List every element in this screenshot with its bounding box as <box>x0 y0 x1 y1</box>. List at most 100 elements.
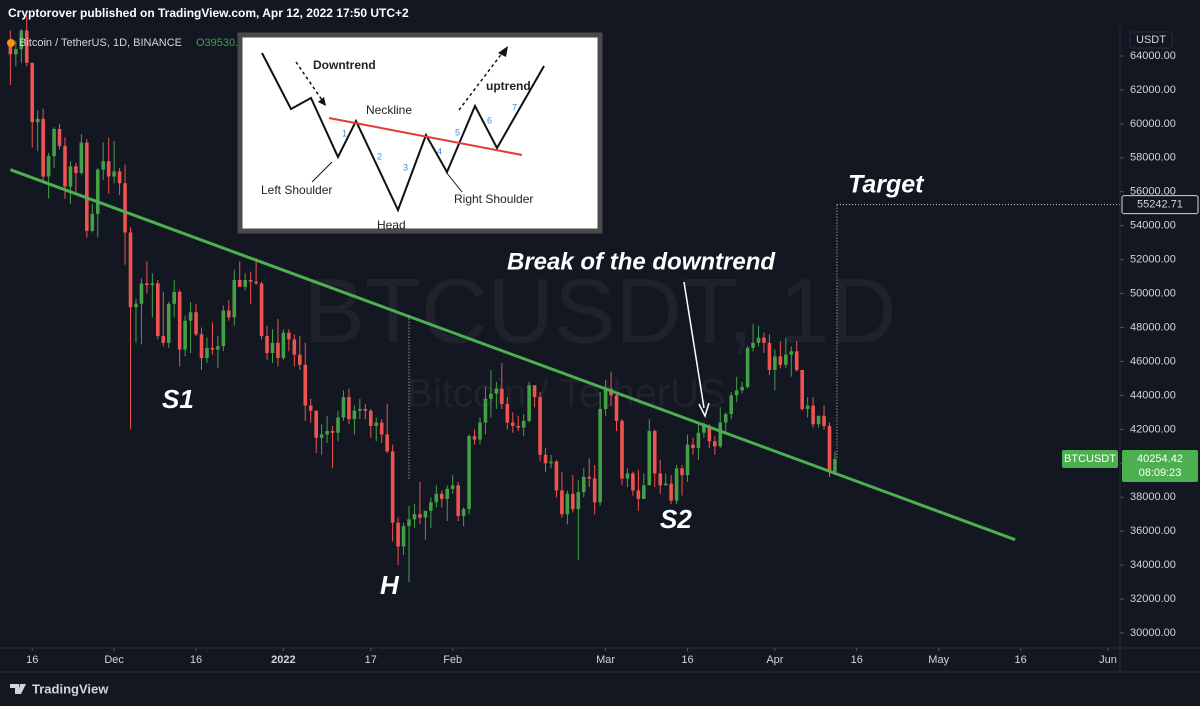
candle-body <box>227 310 231 318</box>
break-arrow <box>683 281 705 409</box>
candle-body <box>401 526 406 547</box>
candle-body <box>237 280 242 287</box>
candle-body <box>745 347 750 387</box>
candle-body <box>188 312 193 321</box>
candle-body <box>467 436 471 510</box>
candle-body <box>603 388 608 409</box>
candle-body <box>243 280 247 287</box>
candle-body <box>827 425 832 472</box>
candle-body <box>691 444 695 449</box>
candle-body <box>156 283 160 337</box>
candle-body <box>713 441 717 447</box>
candle-body <box>336 417 340 433</box>
x-tick-label: 16 <box>190 654 202 666</box>
candle-body <box>281 332 286 359</box>
candle-body <box>811 405 815 425</box>
candle-body <box>248 280 253 282</box>
x-tick-label: Feb <box>443 654 462 666</box>
candle-body <box>117 171 122 184</box>
candle-body <box>14 49 18 55</box>
candle-body <box>145 283 149 286</box>
candle-body <box>101 161 106 170</box>
candle-body <box>505 403 510 423</box>
candle-body <box>314 410 318 438</box>
candle-body <box>565 493 570 515</box>
candle-body <box>751 342 755 348</box>
y-tick-label: 60000.00 <box>1130 118 1176 130</box>
candle-body <box>172 291 176 304</box>
arrowhead <box>318 97 326 106</box>
candle-body <box>510 422 515 426</box>
candle-body <box>478 422 482 440</box>
candle-body <box>445 488 450 499</box>
candle-body <box>390 451 395 523</box>
candle-body <box>734 390 739 396</box>
candle-body <box>527 385 531 421</box>
candle-body <box>166 303 171 343</box>
candle-body <box>767 342 772 370</box>
candle-body <box>123 183 127 233</box>
pointer <box>311 161 333 183</box>
downtrend-arrow <box>295 61 323 101</box>
arrowhead <box>498 46 508 57</box>
candle-body <box>325 431 329 435</box>
candle-body <box>663 483 668 486</box>
candle-body <box>429 502 433 511</box>
target-annotation: Target <box>848 171 925 199</box>
candle-body <box>385 434 389 452</box>
candle-body <box>680 468 684 476</box>
step-label: 1 <box>342 128 347 138</box>
candle-body <box>358 408 362 411</box>
candle-body <box>483 398 488 423</box>
y-tick-label: 30000.00 <box>1130 627 1176 639</box>
publisher: Cryptorover published on TradingView.com… <box>8 6 409 20</box>
candle-body <box>341 397 346 418</box>
plot <box>8 15 1120 583</box>
candle-body <box>592 478 597 503</box>
step-label: 6 <box>487 115 492 125</box>
arrowhead <box>698 402 710 419</box>
candle-body <box>106 161 111 177</box>
y-tick-label: 52000.00 <box>1130 254 1176 266</box>
step-label: 7 <box>512 102 517 112</box>
candle-body <box>287 332 291 340</box>
x-tick-label: May <box>928 654 949 666</box>
candle-body <box>614 395 619 421</box>
x-tick-label: 17 <box>365 654 377 666</box>
candle-body <box>85 142 89 231</box>
candle-body <box>79 142 84 174</box>
candle-body <box>461 509 466 516</box>
candle-body <box>46 156 51 177</box>
candle-body <box>598 408 602 503</box>
y-tick-label: 38000.00 <box>1130 491 1176 503</box>
y-tick-label: 64000.00 <box>1130 50 1176 62</box>
s1-annotation: S1 <box>162 384 194 414</box>
target-box <box>1121 195 1199 215</box>
y-tick-label: 58000.00 <box>1130 152 1176 164</box>
candle-body <box>516 425 521 428</box>
countdown: 08:09:23 <box>1139 467 1182 479</box>
candle-body <box>434 493 439 503</box>
candle-body <box>319 434 324 438</box>
break-annotation: Break of the downtrend <box>507 248 776 275</box>
candle-body <box>150 283 155 286</box>
step-label: 4 <box>437 146 442 156</box>
candle-body <box>177 291 182 350</box>
candle-body <box>57 128 62 146</box>
y-tick-label: 56000.00 <box>1130 186 1176 198</box>
candle-body <box>418 514 422 518</box>
watermark-sub: Bitcoin / TetherUS <box>406 372 725 416</box>
candle-body <box>194 312 198 335</box>
candle-body <box>423 510 428 518</box>
candle-body <box>412 514 417 520</box>
candle-body <box>576 492 581 510</box>
candle-body <box>554 461 559 491</box>
axes: 30000.00 32000.00 34000.00 36000.00 38000.00… <box>26 50 1199 666</box>
candle-body <box>729 395 733 415</box>
candle-body <box>52 128 56 157</box>
last-price-label: 40254.42 <box>1137 453 1183 465</box>
watermark: BTCUSDT, 1D <box>304 260 897 362</box>
brand: TradingView <box>32 681 109 696</box>
candle-body <box>303 364 308 406</box>
candle-body <box>63 145 67 187</box>
